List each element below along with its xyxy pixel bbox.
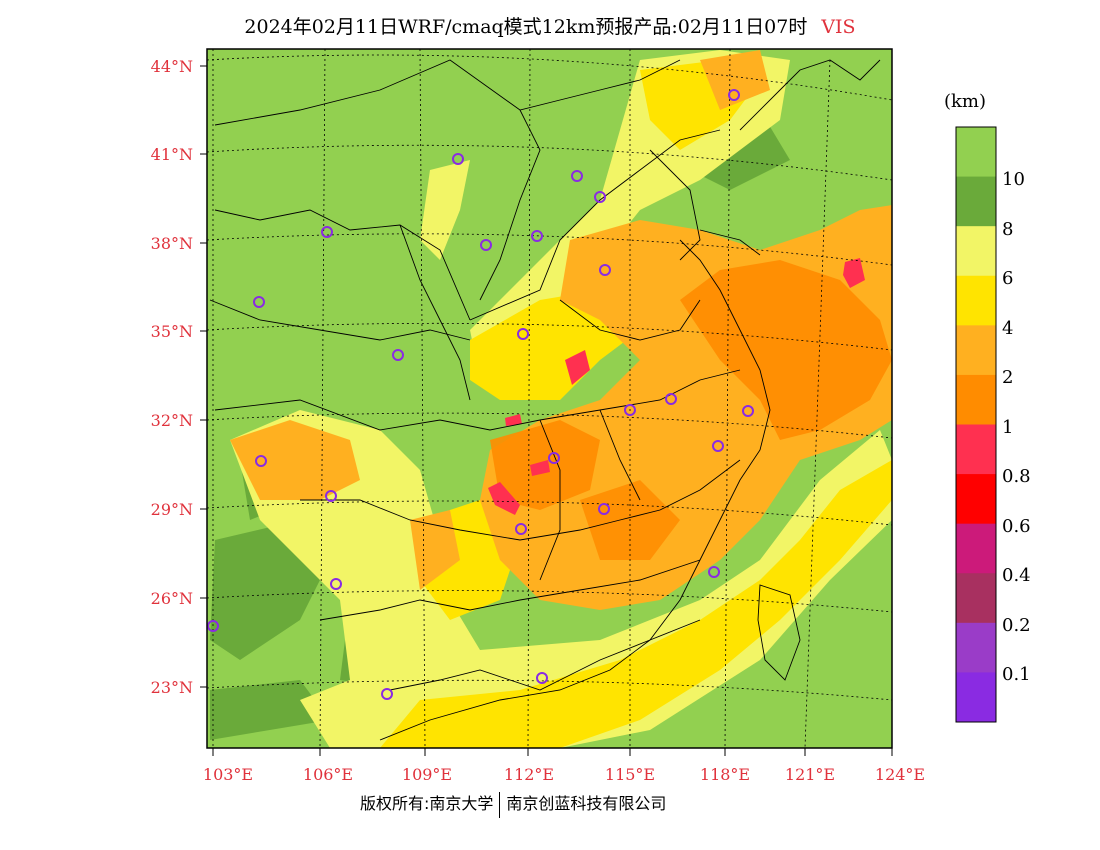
- graticule: [207, 49, 892, 748]
- colorbar-label: 0.6: [1002, 516, 1031, 537]
- lat-label: 29°N: [151, 500, 193, 519]
- lat-label: 35°N: [151, 322, 193, 341]
- colorbar-swatch: [956, 573, 996, 624]
- colorbar-label: 4: [1002, 318, 1013, 339]
- station-marker: [207, 620, 219, 632]
- station-marker: [708, 566, 720, 578]
- colorbar-swatch: [956, 275, 996, 326]
- colorbar-label: 0.1: [1002, 664, 1031, 685]
- lon-label: 115°E: [605, 765, 655, 784]
- colorbar-swatch: [956, 672, 996, 723]
- lat-label: 26°N: [151, 589, 193, 608]
- station-marker: [480, 239, 492, 251]
- station-marker: [253, 296, 265, 308]
- lat-label: 32°N: [151, 411, 193, 430]
- colorbar-label: 1: [1002, 417, 1013, 438]
- station-marker: [594, 191, 606, 203]
- station-marker: [531, 230, 543, 242]
- colorbar-swatch: [956, 424, 996, 475]
- colorbar-label: 0.4: [1002, 565, 1031, 586]
- footer-separator: [499, 791, 501, 818]
- chart-title: 2024年02月11日WRF/cmaq模式12km预报产品:02月11日07时 V…: [0, 12, 1100, 39]
- station-marker: [515, 523, 527, 535]
- lon-label: 103°E: [203, 765, 253, 784]
- station-marker: [392, 349, 404, 361]
- footer-right: 南京创蓝科技有限公司: [506, 794, 667, 813]
- colorbar-label: 8: [1002, 219, 1013, 240]
- lat-label: 44°N: [151, 57, 193, 76]
- footer-left: 版权所有:南京大学: [360, 794, 494, 813]
- colorbar-unit: (km): [944, 91, 986, 112]
- field-vis-0.8: [530, 460, 550, 476]
- station-markers: [207, 89, 754, 700]
- station-marker: [728, 89, 740, 101]
- lon-label: 112°E: [504, 765, 554, 784]
- map-frame: [206, 48, 893, 749]
- colorbar-label: 2: [1002, 367, 1013, 388]
- station-marker: [325, 490, 337, 502]
- colorbar: (km) 10 8 6 4 2 1 0.8 0.6 0.4 0.2 0.1: [944, 91, 1031, 723]
- station-marker: [548, 452, 560, 464]
- colorbar-swatch: [956, 325, 996, 376]
- station-marker: [381, 688, 393, 700]
- title-main: 2024年02月11日WRF/cmaq模式12km预报产品:02月11日07时: [244, 16, 808, 38]
- field-vis-0.8: [488, 482, 520, 515]
- colorbar-swatch: [956, 226, 996, 277]
- colorbar-swatch: [956, 474, 996, 525]
- station-marker: [536, 672, 548, 684]
- colorbar-frame: [955, 126, 997, 723]
- colorbar-swatch: [956, 374, 996, 425]
- lat-label: 38°N: [151, 234, 193, 253]
- map-fields: [207, 49, 892, 748]
- boundaries: [209, 59, 881, 741]
- title-variable: VIS: [821, 16, 856, 38]
- colorbar-label: 6: [1002, 268, 1013, 289]
- station-marker: [321, 226, 333, 238]
- field-vis-0.8: [565, 350, 590, 385]
- axis-ticks: [200, 65, 893, 756]
- longitude-labels: 103°E 106°E 109°E 112°E 115°E 118°E 121°…: [203, 765, 925, 784]
- station-marker: [665, 393, 677, 405]
- field-vis-8: [210, 680, 330, 740]
- station-marker: [599, 264, 611, 276]
- station-marker: [624, 404, 636, 416]
- copyright-footer: 版权所有:南京大学 南京创蓝科技有限公司: [360, 790, 666, 818]
- station-marker: [712, 440, 724, 452]
- colorbar-swatch: [956, 176, 996, 227]
- colorbar-label: 10: [1002, 169, 1025, 190]
- field-vis-0.8: [843, 258, 865, 288]
- colorbar-swatch: [956, 127, 996, 178]
- lon-label: 124°E: [875, 765, 925, 784]
- lat-label: 23°N: [151, 678, 193, 697]
- field-vis-6: [420, 160, 470, 260]
- colorbar-swatches: [956, 127, 996, 723]
- station-marker: [330, 578, 342, 590]
- colorbar-label: 0.8: [1002, 466, 1031, 487]
- lat-label: 41°N: [151, 145, 193, 164]
- lon-label: 106°E: [303, 765, 353, 784]
- latitude-labels: 44°N 41°N 38°N 35°N 32°N 29°N 26°N 23°N: [151, 57, 193, 697]
- lon-label: 121°E: [785, 765, 835, 784]
- station-marker: [571, 170, 583, 182]
- station-marker: [517, 328, 529, 340]
- station-marker: [255, 455, 267, 467]
- field-vis-1: [680, 260, 892, 440]
- field-vis-0.8: [505, 414, 522, 426]
- colorbar-swatch: [956, 523, 996, 574]
- station-marker: [598, 503, 610, 515]
- field-vis-2: [230, 420, 360, 500]
- station-marker: [452, 153, 464, 165]
- station-marker: [742, 405, 754, 417]
- colorbar-label: 0.2: [1002, 615, 1031, 636]
- colorbar-swatch: [956, 622, 996, 673]
- field-vis-2: [410, 510, 460, 590]
- lon-label: 118°E: [700, 765, 750, 784]
- lon-label: 109°E: [402, 765, 452, 784]
- field-vis-2: [700, 50, 770, 110]
